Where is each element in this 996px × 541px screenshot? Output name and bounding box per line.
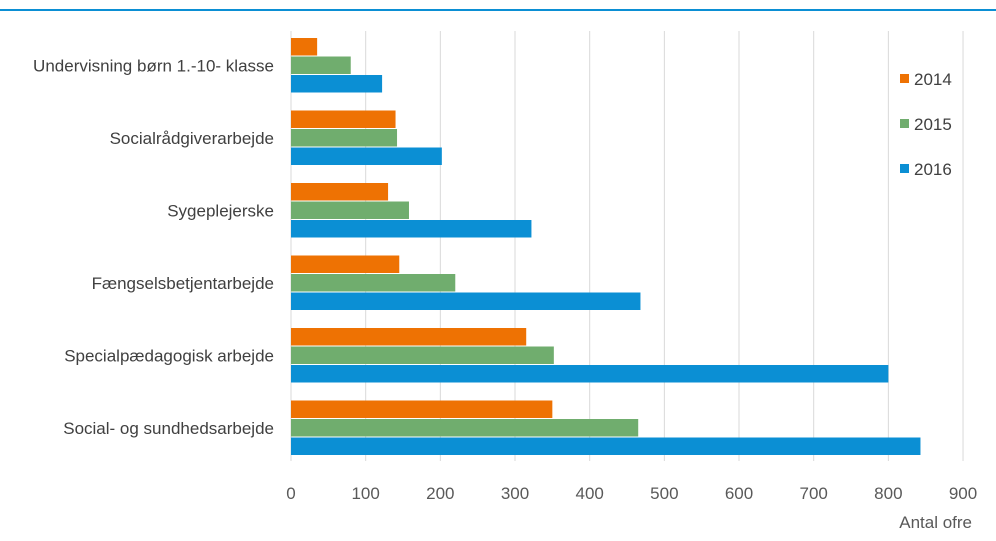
x-tick-label: 500: [650, 484, 678, 503]
bar-2014: [291, 110, 396, 128]
legend-swatch: [900, 164, 909, 173]
bar-2016: [291, 437, 921, 455]
x-tick-label: 600: [725, 484, 753, 503]
x-tick-label: 0: [286, 484, 295, 503]
legend-label: 2014: [914, 70, 952, 89]
x-tick-label: 800: [874, 484, 902, 503]
bar-2015: [291, 274, 456, 292]
bar-2016: [291, 147, 442, 165]
category-label: Sygeplejerske: [167, 201, 274, 220]
bar-2014: [291, 400, 553, 418]
bar-2014: [291, 183, 389, 201]
x-tick-label: 400: [575, 484, 603, 503]
legend-swatch: [900, 74, 909, 83]
legend-label: 2015: [914, 115, 952, 134]
x-tick-labels: 0 100 200 300 400 500 600 700 800 900: [286, 484, 977, 503]
bar-2015: [291, 129, 398, 147]
bar-2014: [291, 328, 527, 346]
x-axis-label: Antal ofre: [899, 513, 972, 532]
bar-2014: [291, 38, 318, 56]
category-label: Undervisning børn 1.-10- klasse: [33, 56, 274, 75]
bar-2016: [291, 365, 889, 383]
legend-swatch: [900, 119, 909, 128]
bar-2016: [291, 220, 532, 238]
bars: [291, 38, 921, 455]
category-label: Socialrådgiverarbejde: [110, 129, 274, 148]
bar-2014: [291, 255, 400, 273]
legend: 2014 2015 2016: [900, 70, 952, 179]
bar-2015: [291, 346, 554, 364]
bar-2016: [291, 292, 641, 310]
legend-label: 2016: [914, 160, 952, 179]
x-tick-label: 100: [351, 484, 379, 503]
category-label: Social- og sundhedsarbejde: [63, 419, 274, 438]
category-label: Specialpædagogisk arbejde: [64, 346, 274, 365]
x-tick-label: 900: [949, 484, 977, 503]
x-tick-label: 200: [426, 484, 454, 503]
bar-2015: [291, 201, 409, 219]
x-tick-label: 300: [501, 484, 529, 503]
bar-2015: [291, 419, 639, 437]
category-labels: Undervisning børn 1.-10- klasse Socialråd…: [33, 56, 274, 438]
bar-2015: [291, 56, 351, 74]
x-tick-label: 700: [800, 484, 828, 503]
bar-2016: [291, 75, 383, 93]
gridlines: [290, 31, 964, 461]
category-label: Fængselsbetjentarbejde: [92, 274, 274, 293]
top-rule: [0, 9, 996, 11]
